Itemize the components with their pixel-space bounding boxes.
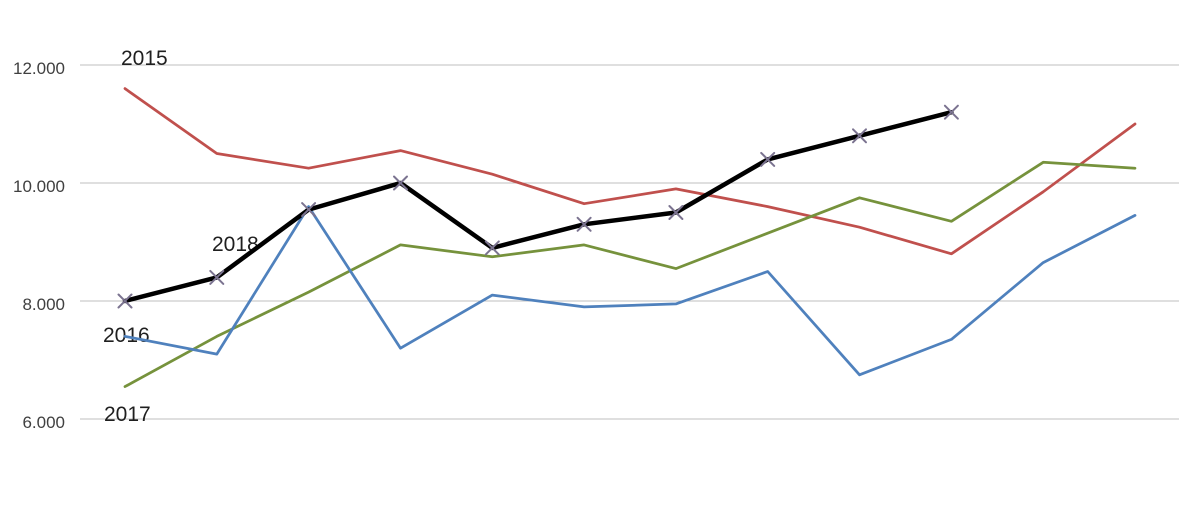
- svg-text:2015: 2015: [121, 47, 168, 70]
- svg-text:10.000: 10.000: [13, 177, 65, 196]
- svg-text:8.000: 8.000: [22, 295, 65, 314]
- svg-text:12.000: 12.000: [13, 59, 65, 78]
- svg-text:6.000: 6.000: [22, 413, 65, 432]
- svg-text:2017: 2017: [104, 403, 151, 426]
